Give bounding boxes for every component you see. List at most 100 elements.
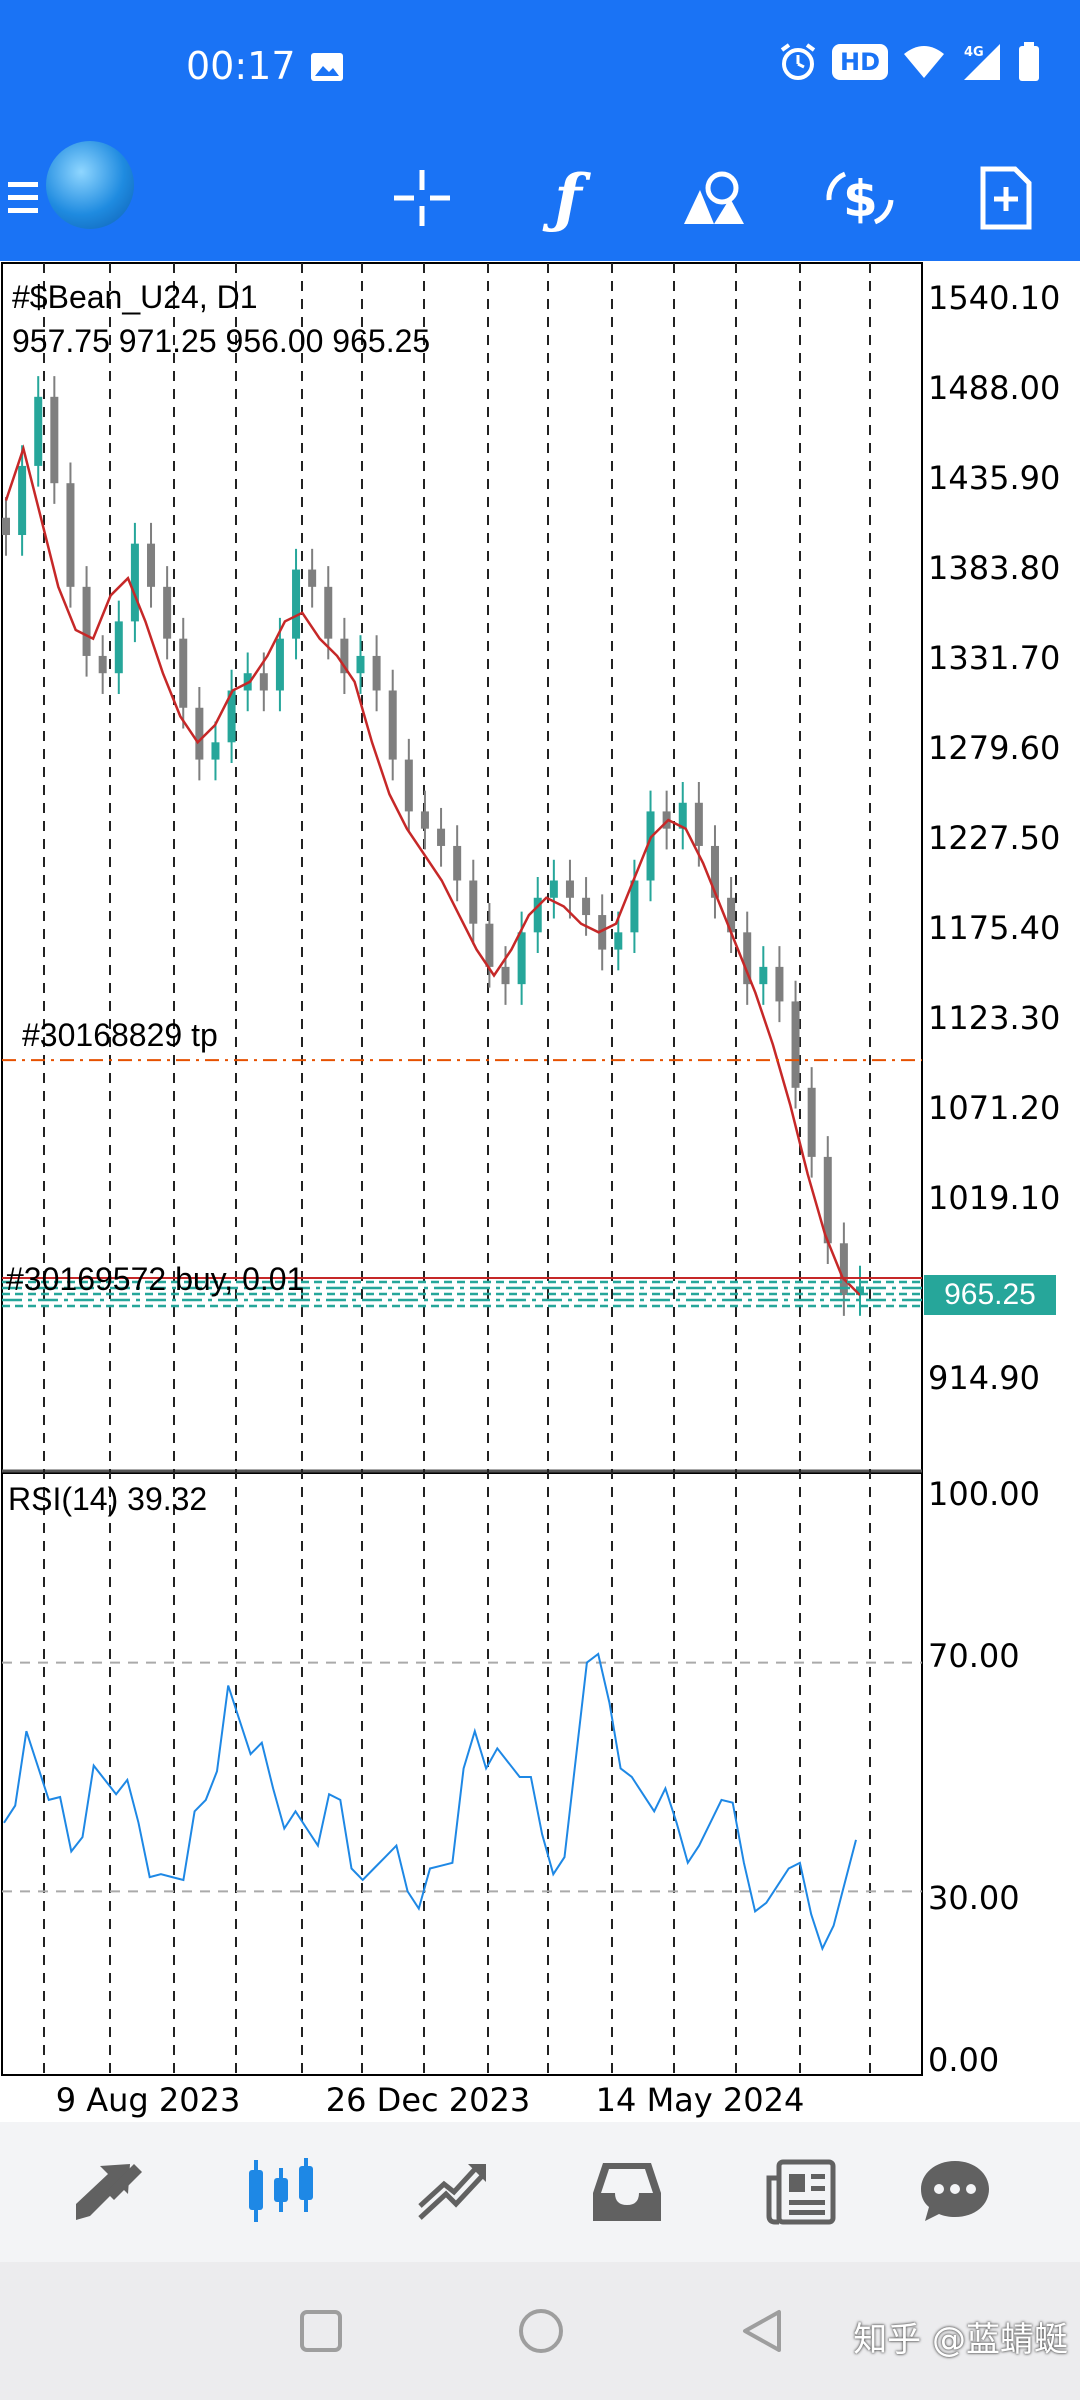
price-label: 1540.10 [928,279,1061,317]
candle-body [775,966,784,1002]
candle-body [759,966,768,985]
hd-badge: HD [831,44,888,80]
quotes-icon[interactable] [54,2122,164,2262]
price-label: 1175.40 [928,909,1061,947]
rsi-scale-label: 30.00 [928,1879,1020,1917]
candle-body [533,897,542,933]
menu-icon[interactable] [0,135,70,261]
candle-body [565,880,574,898]
signal-icon: 4G [964,44,1000,80]
candle-body [372,655,381,691]
candle-body [388,690,397,760]
candle-body [130,543,139,622]
candle-body [807,1087,816,1157]
new-order-icon[interactable] [956,135,1056,261]
current-price-badge: 965.25 [924,1275,1056,1315]
chart-area[interactable]: #$Bean_U24, D1 957.75 971.25 956.00 965.… [0,261,1080,2121]
rsi-scale-label: 100.00 [928,1475,1040,1513]
candle-body [791,1001,800,1088]
candle-body [437,828,446,846]
svg-text:$: $ [843,170,878,228]
candle-body [211,742,220,760]
candle-body [582,897,591,916]
rsi-line [3,1652,857,1952]
rsi-scale-label: 0.00 [928,2041,1000,2079]
price-label: 914.90 [928,1359,1040,1397]
candle-body [469,880,478,924]
candle-body [356,655,365,674]
rsi-label: RSI(14) 39.32 [8,1481,208,1517]
candle-body [485,923,494,967]
candle-body [727,897,736,933]
svg-text:4G: 4G [964,45,984,60]
date-label: 14 May 2024 [595,2081,805,2119]
chart-toolbar: ƒ $ [0,135,1080,261]
home-icon[interactable] [486,2262,596,2400]
candle-body [82,586,91,656]
rsi-scale-label: 70.00 [928,1637,1020,1675]
indicator-icon[interactable]: ƒ [554,160,582,236]
candle-body [839,1243,848,1296]
moving-average-line [4,444,861,1296]
candle-body [453,845,462,881]
candle-body [275,638,284,691]
tp-label: #30168829 tp [22,1017,218,1053]
candle-body [259,673,268,691]
price-label: 1331.70 [928,639,1061,677]
chart-ohlc: 957.75 971.25 956.00 965.25 [12,323,431,359]
chart-canvas[interactable] [0,261,1080,2121]
candle-body [34,396,43,466]
price-label: 1071.20 [928,1089,1061,1127]
price-label: 1383.80 [928,549,1061,587]
candle-body [549,880,558,898]
battery-icon [1019,42,1039,81]
candle-body [694,802,703,846]
news-icon[interactable] [746,2122,856,2262]
back-icon[interactable] [706,2262,816,2400]
candle-body [823,1156,832,1244]
candle-body [147,543,156,587]
alarm-icon [780,43,816,80]
date-label: 26 Dec 2023 [325,2081,531,2119]
candle-body [227,690,236,743]
candle-body [710,845,719,898]
candle-body [856,1286,864,1296]
trade-icon[interactable]: $ [810,135,910,261]
candle-body [195,707,204,760]
chart-icon[interactable] [226,2122,336,2262]
history-icon[interactable] [572,2122,682,2262]
candle-body [646,811,655,881]
candle-body [743,932,752,985]
bottom-navigation [0,2122,1080,2262]
price-label: 1488.00 [928,369,1061,407]
candle-body [340,638,349,674]
price-label: 1019.10 [928,1179,1061,1217]
chat-icon[interactable] [900,2122,1010,2262]
objects-icon[interactable] [664,135,764,261]
system-navigation [0,2262,1080,2400]
app-logo[interactable] [46,141,134,229]
rsi-pane-frame [1,1472,923,2076]
candle-body [614,932,623,950]
candle-body [404,759,413,812]
price-label: 1123.30 [928,999,1061,1037]
candle-body [66,483,75,587]
date-label: 9 Aug 2023 [55,2081,241,2119]
candle-body [50,396,59,484]
price-label: 1435.90 [928,459,1061,497]
candle-body [2,517,10,536]
price-label: 1227.50 [928,819,1061,857]
candle-body [308,569,317,587]
crosshair-icon[interactable] [372,135,472,261]
candle-body [179,638,188,708]
chart-symbol: #$Bean_U24, D1 [12,279,258,315]
photo-icon [311,53,343,81]
price-label: 1279.60 [928,729,1061,767]
recent-apps-icon[interactable] [266,2262,376,2400]
watermark: 知乎 @蓝蜻蜓 [853,2320,1068,2360]
candle-body [324,586,333,639]
trade-icon[interactable] [398,2122,508,2262]
candle-body [630,880,639,933]
candle-body [18,465,27,536]
candle-body [98,655,107,674]
